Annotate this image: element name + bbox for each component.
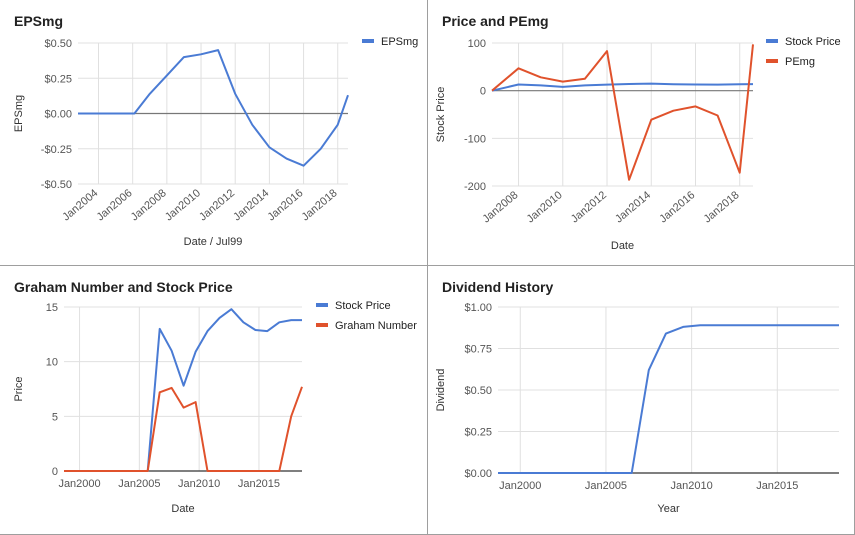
graham-x-tick-label: Jan2010	[178, 478, 220, 490]
graham-legend-label-0: Stock Price	[335, 300, 391, 312]
eps-x-tick-label: Jan2018	[300, 187, 340, 223]
pe-legend-swatch-0	[766, 39, 778, 43]
eps-y-tick-label: $0.00	[44, 109, 72, 121]
div-chart-svg: Dividend History $0.00 $0.25 $0.50 $0.75 $1.0…	[435, 279, 839, 515]
graham-y-tick-label: 15	[46, 302, 58, 314]
pe-x-axis-label: Date	[611, 240, 634, 252]
graham-chart-panel: Graham Number and Stock Price 0 5 10 15 Jan20…	[0, 266, 427, 534]
graham-x-tick-label: Jan2000	[58, 478, 100, 490]
pe-y-tick-label: 0	[480, 86, 486, 98]
eps-y-tick-label: $0.50	[44, 38, 72, 50]
panel-divider-vertical	[427, 0, 428, 535]
eps-chart-title: EPSmg	[14, 13, 63, 29]
pe-x-tick-label: Jan2014	[613, 189, 653, 225]
graham-chart-title: Graham Number and Stock Price	[14, 279, 233, 295]
pe-x-tick-label: Jan2008	[480, 189, 520, 225]
pe-legend-label-0: Stock Price	[785, 36, 841, 48]
div-y-axis-label: Dividend	[435, 369, 447, 412]
pe-x-tick-label: Jan2010	[525, 189, 565, 225]
div-y-tick-label: $0.25	[464, 427, 492, 439]
div-y-tick-label: $0.50	[464, 385, 492, 397]
eps-y-tick-label: -$0.50	[41, 179, 72, 191]
div-series-line-0	[498, 324, 839, 474]
eps-x-axis-label: Date / Jul99	[184, 236, 243, 248]
graham-legend-swatch-0	[316, 303, 328, 307]
pe-y-tick-label: -200	[464, 181, 486, 193]
graham-y-tick-label: 0	[52, 466, 58, 478]
div-x-tick-label: Jan2015	[756, 480, 798, 492]
dividend-chart-panel: Dividend History $0.00 $0.25 $0.50 $0.75 $1.0…	[428, 266, 854, 534]
pe-y-tick-label: 100	[468, 38, 486, 50]
div-y-tick-label: $1.00	[464, 302, 492, 314]
graham-series-line-0	[64, 308, 302, 472]
pe-legend-label-1: PEmg	[785, 56, 815, 68]
eps-x-tick-label: Jan2016	[265, 187, 305, 223]
pe-x-tick-label: Jan2012	[569, 189, 609, 225]
eps-y-tick-label: $0.25	[44, 73, 72, 85]
graham-legend-label-1: Graham Number	[335, 320, 417, 332]
pe-y-axis-label: Stock Price	[435, 87, 447, 143]
graham-x-tick-label: Jan2015	[238, 478, 280, 490]
eps-x-tick-label: Jan2012	[197, 187, 237, 223]
price-pe-chart-panel: Price and PEmg -200 -100 0 100 Jan2008 Jan2010…	[428, 0, 854, 265]
eps-y-tick-label: -$0.25	[41, 144, 72, 156]
div-x-tick-label: Jan2000	[499, 480, 541, 492]
graham-x-tick-label: Jan2005	[118, 478, 160, 490]
pe-chart-svg: Price and PEmg -200 -100 0 100 Jan2008 Jan2010…	[435, 13, 841, 252]
eps-x-tick-label: Jan2008	[129, 187, 169, 223]
pe-series-line-1	[491, 44, 754, 181]
pe-series-line-0	[491, 82, 754, 92]
eps-chart-svg: EPSmg-$0.50-$0.25$0.00$0.25$0.50Jan2004J…	[13, 13, 418, 248]
pe-legend-swatch-1	[766, 59, 778, 63]
pe-y-tick-label: -100	[464, 133, 486, 145]
div-chart-title: Dividend History	[442, 279, 553, 295]
eps-legend-swatch-0	[362, 39, 374, 43]
pe-x-tick-label: Jan2018	[702, 189, 742, 225]
panel-divider-horizontal	[0, 265, 855, 266]
eps-chart-panel: EPSmg -$0.50 -$0.25 $0.00 $0.25 $0.50 Jan2004 J…	[0, 0, 427, 265]
pe-x-tick-label: Jan2016	[657, 189, 697, 225]
graham-chart-svg: Graham Number and Stock Price 0 5 10 15 Jan20…	[13, 279, 417, 515]
div-x-axis-label: Year	[657, 503, 680, 515]
div-y-tick-label: $0.75	[464, 344, 492, 356]
graham-y-tick-label: 10	[46, 357, 58, 369]
eps-x-tick-label: Jan2010	[163, 187, 203, 223]
eps-y-axis-label: EPSmg	[13, 95, 25, 132]
graham-series-line-1	[64, 386, 303, 472]
eps-x-tick-label: Jan2004	[60, 187, 100, 223]
eps-legend-label-0: EPSmg	[381, 36, 418, 48]
graham-y-tick-label: 5	[52, 411, 58, 423]
div-x-tick-label: Jan2010	[671, 480, 713, 492]
eps-x-tick-label: Jan2006	[95, 187, 135, 223]
graham-x-axis-label: Date	[171, 503, 194, 515]
eps-x-tick-label: Jan2014	[231, 187, 271, 223]
graham-legend-swatch-1	[316, 323, 328, 327]
graham-y-axis-label: Price	[13, 376, 25, 401]
pe-chart-title: Price and PEmg	[442, 13, 549, 29]
div-x-tick-label: Jan2005	[585, 480, 627, 492]
div-y-tick-label: $0.00	[464, 468, 492, 480]
eps-series-line-0	[78, 49, 349, 167]
